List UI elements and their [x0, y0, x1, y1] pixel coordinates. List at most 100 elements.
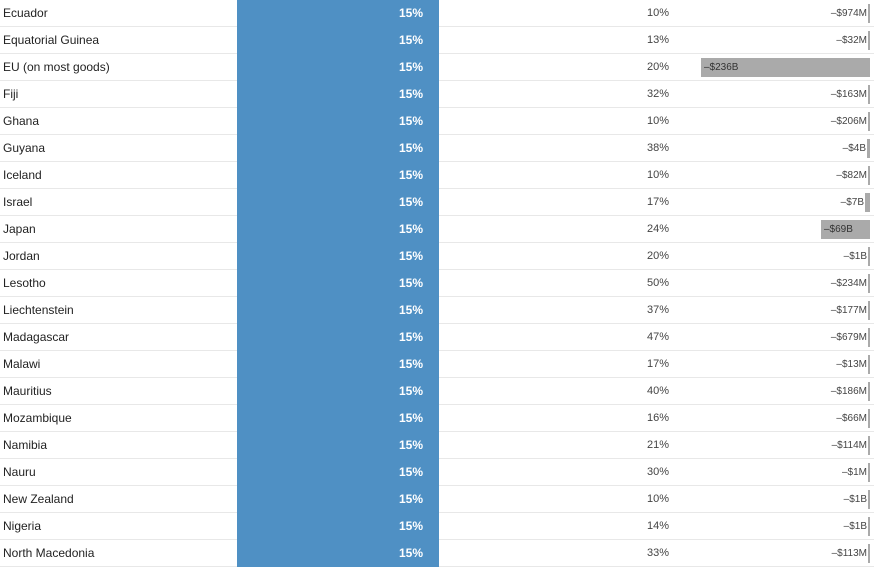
- table-row: Lesotho 15% 50% –$234M: [0, 270, 874, 297]
- table-row: Japan 15% 24% –$69B: [0, 216, 874, 243]
- deficit-bar: [868, 166, 870, 185]
- deficit-bar: [868, 355, 870, 374]
- previous-rate-value: 32%: [646, 88, 669, 100]
- deficit-value: –$186M: [830, 386, 867, 397]
- deficit-value: –$1B: [843, 494, 867, 505]
- new-rate-value: 15%: [398, 114, 423, 128]
- new-rate-cell: 15%: [237, 270, 439, 297]
- previous-rate-value: 17%: [646, 358, 669, 370]
- previous-rate-value: 21%: [646, 439, 669, 451]
- deficit-bar: [868, 409, 870, 428]
- country-name: Nigeria: [3, 519, 42, 533]
- new-rate-value: 15%: [398, 438, 423, 452]
- new-rate-value: 15%: [398, 276, 423, 290]
- country-name: Israel: [3, 195, 33, 209]
- table-row: Malawi 15% 17% –$13M: [0, 351, 874, 378]
- table-row: Liechtenstein 15% 37% –$177M: [0, 297, 874, 324]
- country-name: North Macedonia: [3, 546, 95, 560]
- new-rate-cell: 15%: [237, 0, 439, 27]
- table-row: Nauru 15% 30% –$1M: [0, 459, 874, 486]
- country-name: Namibia: [3, 438, 48, 452]
- deficit-bar: [868, 328, 870, 347]
- country-name: Japan: [3, 222, 36, 236]
- new-rate-value: 15%: [398, 87, 423, 101]
- new-rate-value: 15%: [398, 141, 423, 155]
- country-name: Madagascar: [3, 330, 70, 344]
- table-row: Madagascar 15% 47% –$679M: [0, 324, 874, 351]
- deficit-value: –$82M: [836, 170, 867, 181]
- table-row: EU (on most goods) 15% 20% –$236B: [0, 54, 874, 81]
- new-rate-cell: 15%: [237, 162, 439, 189]
- country-name: Guyana: [3, 141, 46, 155]
- table-row: Israel 15% 17% –$7B: [0, 189, 874, 216]
- new-rate-cell: 15%: [237, 243, 439, 270]
- new-rate-cell: 15%: [237, 108, 439, 135]
- new-rate-cell: 15%: [237, 486, 439, 513]
- country-name: Lesotho: [3, 276, 46, 290]
- table-row: Fiji 15% 32% –$163M: [0, 81, 874, 108]
- previous-rate-value: 40%: [646, 385, 669, 397]
- new-rate-value: 15%: [398, 222, 423, 236]
- deficit-value: –$32M: [836, 35, 867, 46]
- deficit-value: –$679M: [830, 332, 867, 343]
- deficit-bar: [868, 517, 870, 536]
- new-rate-value: 15%: [398, 492, 423, 506]
- deficit-bar: [868, 31, 870, 50]
- deficit-value: –$1M: [841, 467, 867, 478]
- country-name: Ghana: [3, 114, 40, 128]
- previous-rate-value: 50%: [646, 277, 669, 289]
- new-rate-value: 15%: [398, 6, 423, 20]
- previous-rate-value: 20%: [646, 250, 669, 262]
- previous-rate-value: 17%: [646, 196, 669, 208]
- table-row: Guyana 15% 38% –$4B: [0, 135, 874, 162]
- country-name: Mauritius: [3, 384, 52, 398]
- deficit-bar: [868, 382, 870, 401]
- country-name: Equatorial Guinea: [3, 33, 100, 47]
- table-row: Equatorial Guinea 15% 13% –$32M: [0, 27, 874, 54]
- deficit-value: –$206M: [830, 116, 867, 127]
- deficit-value: –$114M: [831, 440, 867, 451]
- deficit-value: –$974M: [830, 8, 867, 19]
- previous-rate-value: 30%: [646, 466, 669, 478]
- previous-rate-value: 13%: [646, 34, 669, 46]
- deficit-value: –$7B: [840, 197, 864, 208]
- deficit-value: –$177M: [830, 305, 867, 316]
- deficit-bar: [868, 112, 870, 131]
- country-name: EU (on most goods): [3, 60, 110, 74]
- deficit-value: –$4B: [842, 143, 866, 154]
- deficit-value: –$1B: [843, 251, 867, 262]
- table-row: Nigeria 15% 14% –$1B: [0, 513, 874, 540]
- new-rate-cell: 15%: [237, 216, 439, 243]
- deficit-bar: [868, 85, 870, 104]
- table-row: Ghana 15% 10% –$206M: [0, 108, 874, 135]
- deficit-bar: [865, 193, 870, 212]
- country-name: Fiji: [3, 87, 19, 101]
- previous-rate-value: 20%: [646, 61, 669, 73]
- deficit-bar: [868, 436, 870, 455]
- deficit-bar: [701, 58, 870, 77]
- country-name: Iceland: [3, 168, 42, 182]
- new-rate-value: 15%: [398, 195, 423, 209]
- table-row: Jordan 15% 20% –$1B: [0, 243, 874, 270]
- new-rate-value: 15%: [398, 357, 423, 371]
- new-rate-value: 15%: [398, 465, 423, 479]
- deficit-value: –$236B: [704, 62, 739, 73]
- deficit-value: –$66M: [836, 413, 867, 424]
- previous-rate-value: 47%: [646, 331, 669, 343]
- new-rate-value: 15%: [398, 303, 423, 317]
- previous-rate-value: 37%: [646, 304, 669, 316]
- deficit-bar: [868, 274, 870, 293]
- country-name: Nauru: [3, 465, 36, 479]
- deficit-value: –$113M: [831, 548, 867, 559]
- country-name: New Zealand: [3, 492, 74, 506]
- country-name: Ecuador: [3, 6, 48, 20]
- deficit-value: –$234M: [830, 278, 867, 289]
- country-name: Malawi: [3, 357, 41, 371]
- deficit-bar: [868, 301, 870, 320]
- new-rate-cell: 15%: [237, 405, 439, 432]
- new-rate-cell: 15%: [237, 135, 439, 162]
- new-rate-cell: 15%: [237, 189, 439, 216]
- deficit-bar: [867, 139, 870, 158]
- new-rate-cell: 15%: [237, 351, 439, 378]
- new-rate-value: 15%: [398, 60, 423, 74]
